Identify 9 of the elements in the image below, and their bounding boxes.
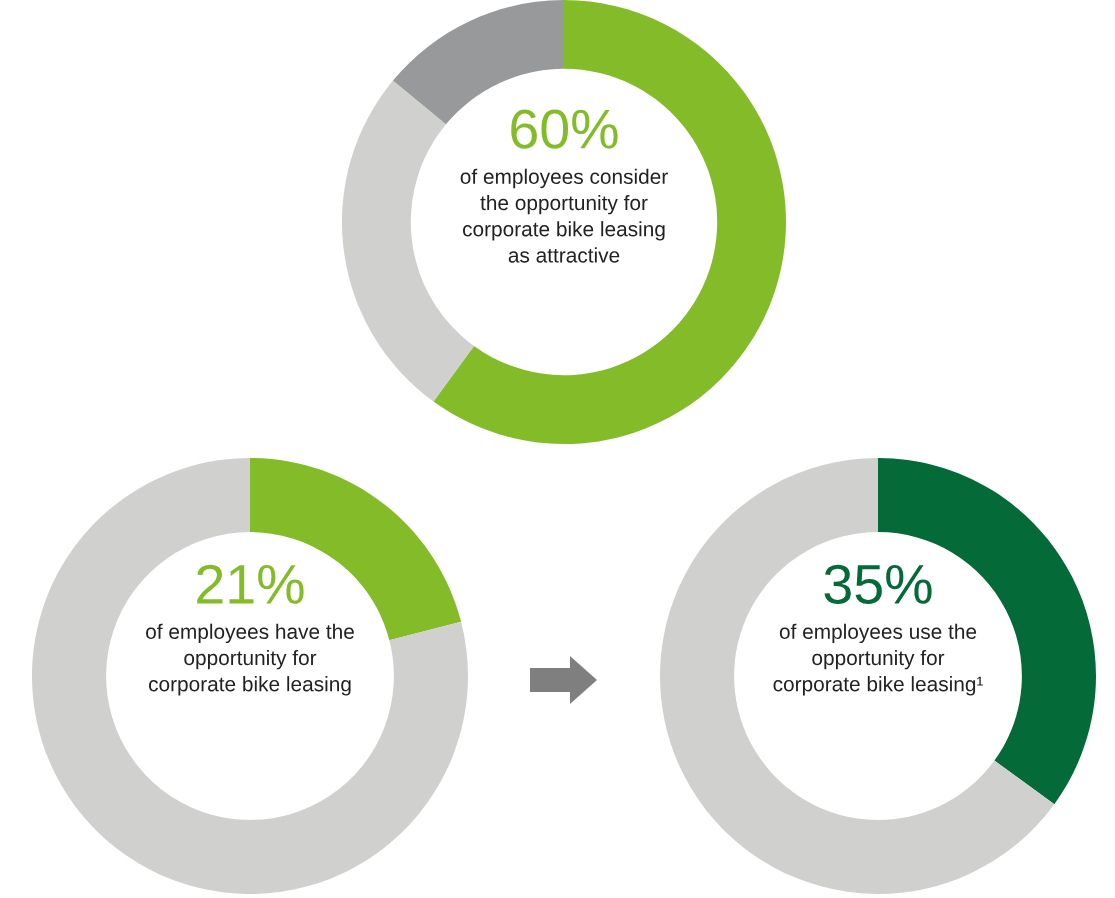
data-label: 21% — [197, 564, 304, 604]
text: of employees have the opportunity for corporate bike leasing — [146, 623, 354, 696]
data-label: 60% — [511, 109, 618, 149]
donut-slice — [433, 0, 786, 444]
text: of employees consider the opportunity for corporate bike leasing as attractive — [460, 168, 668, 263]
donut-slice — [660, 458, 1055, 894]
data-label: 35% — [824, 564, 932, 604]
donut-slice — [32, 458, 468, 894]
text: of employees use the opportunity for corporate bike leasing¹ — [773, 623, 983, 696]
